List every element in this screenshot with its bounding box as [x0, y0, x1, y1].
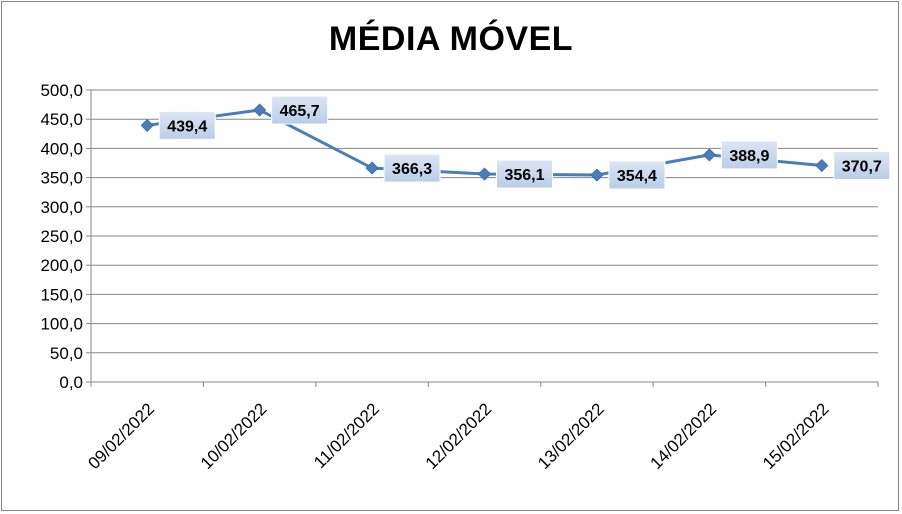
data-label-box — [271, 95, 329, 125]
data-label: 366,3 — [392, 161, 432, 178]
data-label: 356,1 — [504, 167, 544, 184]
y-tick-label: 350,0 — [40, 169, 83, 188]
data-label-box — [383, 153, 441, 183]
data-label: 388,9 — [729, 148, 769, 165]
data-labels-layer: 439,4 465,7 366,3 356,1 354,4 388,9 370,7 — [158, 95, 891, 190]
series-line-layer — [140, 103, 829, 182]
data-label-box — [608, 160, 666, 190]
x-tick-label: 12/02/2022 — [422, 399, 496, 473]
data-point-marker — [140, 118, 154, 132]
data-point-marker — [253, 103, 267, 117]
y-tick-label: 150,0 — [40, 285, 83, 304]
x-tick-label: 10/02/2022 — [197, 399, 271, 473]
data-label-box — [833, 151, 891, 181]
y-tick-label: 100,0 — [40, 315, 83, 334]
y-tick-label: 300,0 — [40, 198, 83, 217]
data-label-box — [720, 140, 778, 170]
data-point-marker — [365, 161, 379, 175]
y-tick-label: 50,0 — [50, 344, 83, 363]
data-label-box — [496, 159, 553, 189]
y-tick-label: 0,0 — [59, 373, 83, 392]
data-label: 370,7 — [842, 159, 882, 176]
x-tick-label: 14/02/2022 — [647, 399, 721, 473]
y-tick-label: 400,0 — [40, 139, 83, 158]
data-label: 354,4 — [617, 168, 657, 185]
y-tick-label: 250,0 — [40, 227, 83, 246]
gridlines — [91, 89, 878, 354]
data-point-marker — [815, 158, 829, 173]
data-label-box — [158, 110, 216, 140]
x-tick-label: 13/02/2022 — [534, 399, 608, 473]
series-line — [147, 108, 822, 177]
data-point-marker — [702, 148, 716, 162]
x-tick-label: 09/02/2022 — [84, 399, 158, 473]
chart-title: MÉDIA MÓVEL — [328, 20, 574, 58]
y-tick-label: 450,0 — [40, 110, 83, 129]
x-tick-label: 15/02/2022 — [759, 399, 833, 473]
data-label: 439,4 — [167, 118, 207, 135]
x-tick-label: 11/02/2022 — [310, 399, 383, 472]
data-label: 465,7 — [280, 103, 320, 120]
y-tick-label: 500,0 — [40, 81, 83, 100]
data-point-marker — [590, 168, 604, 182]
data-point-marker — [477, 167, 492, 181]
y-tick-label: 200,0 — [40, 256, 83, 275]
